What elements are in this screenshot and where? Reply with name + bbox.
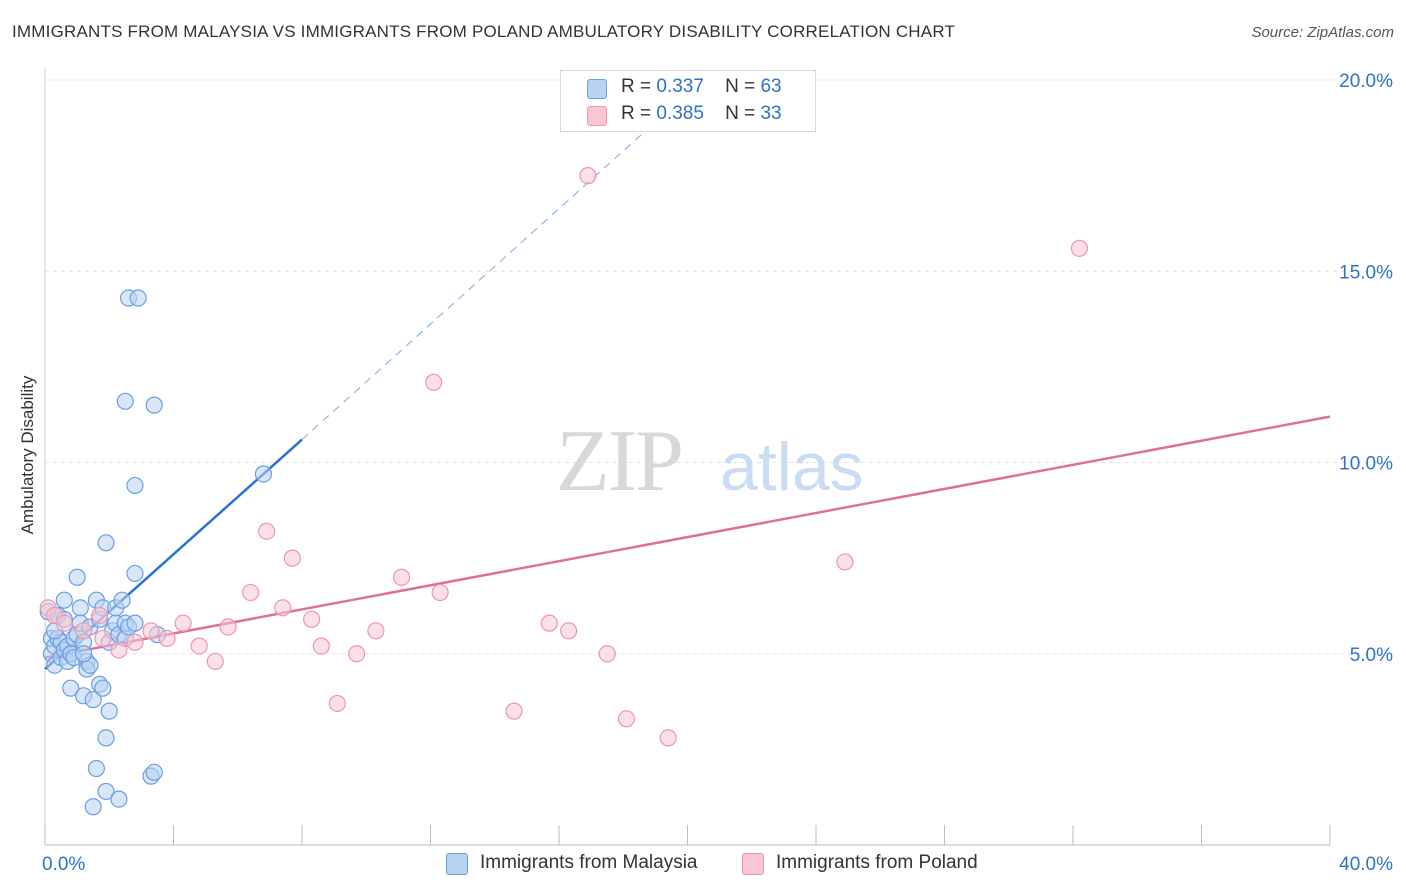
poland-point (328, 694, 346, 713)
poland-point (174, 614, 192, 632)
malaysia-point (74, 645, 93, 663)
trend-lines (44, 121, 1331, 670)
y-tick-label: 10.0% (1339, 454, 1393, 475)
poland-point (431, 583, 449, 602)
poland-point (392, 568, 411, 586)
poland-n-value: 33 (760, 103, 782, 124)
poland-point (659, 729, 677, 747)
poland-r-value: 0.385 (656, 103, 704, 124)
axis-layer: 5.0% 10.0% 15.0% 20.0% 0.0% 40.0% (42, 68, 1393, 875)
malaysia-point (126, 614, 144, 632)
r-label: R = (621, 76, 652, 97)
malaysia-point (145, 763, 163, 781)
stats-legend: R = 0.337 N = 63 R = 0.385 N = 33 (560, 70, 816, 132)
malaysia-point (129, 289, 147, 307)
malaysia-trend-extension (301, 121, 656, 440)
poland-point (505, 702, 523, 720)
poland-legend-swatch (742, 853, 764, 875)
watermark-zip: ZIP (556, 413, 682, 510)
y-tick-label: 15.0% (1339, 262, 1393, 283)
malaysia-point (97, 782, 115, 801)
watermark-atlas: atlas (720, 429, 864, 505)
poland-point (74, 622, 93, 640)
poland-point (55, 614, 73, 632)
malaysia-r-value: 0.337 (656, 76, 704, 97)
poland-point (579, 167, 597, 185)
malaysia-point (113, 591, 131, 609)
malaysia-point (84, 798, 102, 816)
poland-point (219, 618, 237, 636)
poland-swatch (587, 106, 607, 126)
malaysia-point (71, 599, 89, 617)
malaysia-point (97, 534, 115, 552)
poland-point (206, 652, 224, 671)
poland-point (348, 645, 366, 663)
grid-layer (45, 79, 1392, 655)
r-label: R = (621, 103, 652, 124)
x-tick-label-max: 40.0% (1339, 854, 1393, 875)
poland-point (258, 522, 276, 540)
malaysia-point (55, 591, 73, 609)
malaysia-point (97, 729, 115, 747)
poland-point (617, 710, 636, 728)
malaysia-point (94, 679, 112, 697)
malaysia-legend-swatch (446, 853, 468, 875)
malaysia-point (116, 392, 134, 410)
poland-point (242, 583, 260, 602)
poland-point (94, 629, 112, 648)
y-axis-label: Ambulatory Disability (18, 375, 37, 535)
data-points (39, 167, 1089, 816)
poland-point (158, 629, 176, 648)
malaysia-point (84, 691, 102, 709)
poland-point (283, 549, 301, 567)
poland-point (367, 622, 385, 640)
poland-point (110, 641, 128, 659)
poland-point (836, 553, 854, 571)
poland-point (91, 606, 109, 625)
source-credit: Source: ZipAtlas.com (1251, 24, 1394, 41)
x-tick-label-min: 0.0% (42, 854, 85, 875)
malaysia-point (68, 568, 86, 586)
poland-point (425, 373, 443, 391)
poland-point (303, 610, 321, 628)
y-tick-label: 5.0% (1350, 645, 1393, 666)
poland-point (1070, 239, 1089, 257)
poland-point (126, 633, 144, 651)
poland-point (560, 622, 578, 640)
poland-point (312, 637, 330, 655)
poland-point (598, 645, 616, 663)
n-label: N = (725, 76, 756, 97)
malaysia-point (110, 790, 128, 808)
poland-point (190, 637, 208, 655)
watermark: ZIP atlas (556, 413, 864, 510)
malaysia-point (145, 396, 163, 414)
malaysia-point (87, 759, 106, 778)
malaysia-point (254, 465, 273, 483)
malaysia-point (62, 679, 80, 697)
malaysia-legend-label: Immigrants from Malaysia (480, 852, 698, 873)
malaysia-point (100, 702, 118, 720)
y-tick-label: 20.0% (1339, 71, 1393, 92)
poland-point (274, 599, 292, 617)
poland-point (540, 614, 558, 632)
malaysia-point (126, 564, 144, 583)
poland-point (142, 622, 160, 640)
malaysia-n-value: 63 (760, 76, 782, 97)
poland-trend-line (44, 415, 1331, 659)
chart-title: IMMIGRANTS FROM MALAYSIA VS IMMIGRANTS F… (12, 22, 956, 41)
malaysia-swatch (587, 79, 607, 99)
malaysia-point (126, 476, 144, 495)
n-label: N = (725, 103, 756, 124)
poland-legend-label: Immigrants from Poland (776, 852, 978, 873)
